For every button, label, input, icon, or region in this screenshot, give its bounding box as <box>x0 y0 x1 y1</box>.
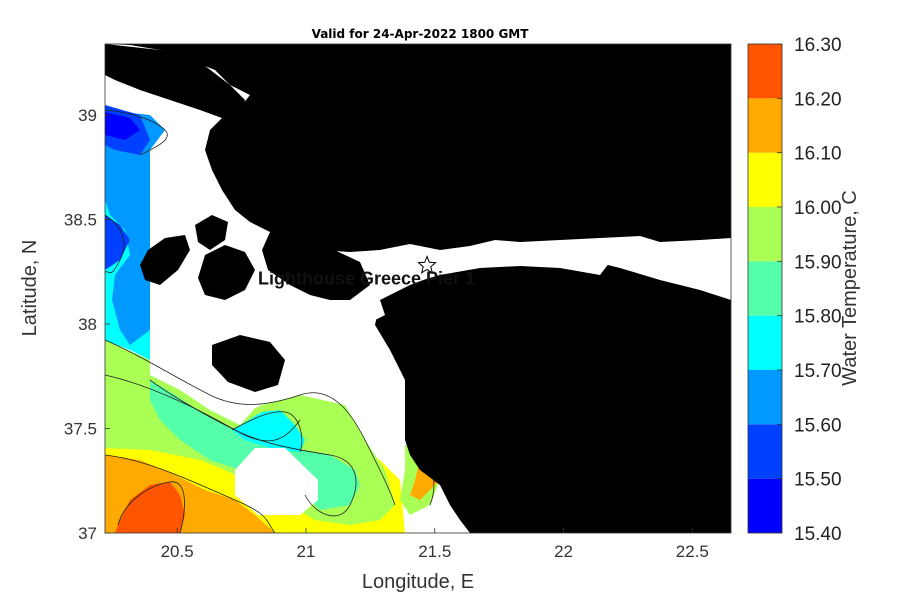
x-axis-ticks: 20.5 21 21.5 22 22.5 <box>161 528 709 561</box>
colorbar-swatch <box>748 370 782 425</box>
y-tick-label: 38 <box>78 315 97 334</box>
land-peloponnese <box>375 255 731 533</box>
colorbar-swatch <box>748 152 782 207</box>
colorbar-tick-label: 15.50 <box>794 470 842 491</box>
land-northwest-coast <box>105 44 245 118</box>
gulf-no-data <box>285 246 610 330</box>
colorbar-frame <box>747 43 783 534</box>
colorbar-tick-label: 15.80 <box>794 307 842 328</box>
contour-line <box>231 411 303 453</box>
x-tick-label: 20.5 <box>161 542 194 561</box>
contour-line <box>104 339 396 506</box>
map-plot-area: Lighthouse Greece Pier 1 <box>104 44 731 534</box>
y-tick-label: 38.5 <box>64 211 97 230</box>
colorbar-tick-label: 15.70 <box>794 361 842 382</box>
colorbar-tick-label: 16.20 <box>794 89 842 110</box>
temp-band-15.40-15.50 <box>105 112 140 140</box>
x-tick-label: 22.5 <box>676 542 709 561</box>
colorbar: 15.40 15.50 15.60 15.70 15.80 15.90 16.00 16.10… <box>747 35 842 545</box>
temp-band-16.20-16.30 <box>115 482 185 533</box>
y-axis-label: Latitude, N <box>19 240 41 337</box>
temp-band-15.50-15.60-mid <box>105 215 130 270</box>
colorbar-tick-label: 16.00 <box>794 198 842 219</box>
colorbar-swatch <box>748 478 782 533</box>
colorbar-tick-label: 16.10 <box>794 144 842 165</box>
colorbar-swatch <box>748 207 782 262</box>
land-island-ithaca <box>195 215 228 250</box>
colorbar-tick-label: 16.30 <box>794 35 842 56</box>
colorbar-tick-label: 15.40 <box>794 524 842 545</box>
land-mask <box>105 44 731 533</box>
land-mainland-north <box>105 44 731 252</box>
land-aetolia-coast <box>262 232 370 300</box>
colorbar-tick-label: 15.60 <box>794 415 842 436</box>
map-title: Valid for 24-Apr-2022 1800 GMT <box>312 27 530 41</box>
x-axis-label: Longitude, E <box>362 571 474 593</box>
colorbar-swatch <box>748 44 782 99</box>
colorbar-swatch <box>748 424 782 479</box>
land-island-zakynthos <box>212 335 285 392</box>
colorbar-tick-label: 15.90 <box>794 252 842 273</box>
colorbar-swatch <box>748 98 782 153</box>
land-island-kefalonia <box>198 245 255 300</box>
contour-line <box>104 214 125 274</box>
colorbar-label: Water Temperature, C <box>839 190 861 386</box>
contour-line <box>104 109 168 156</box>
y-axis-ticks: 37 37.5 38 38.5 39 <box>64 106 110 543</box>
y-tick-label: 37 <box>78 524 97 543</box>
land-island-lefkada <box>140 235 190 285</box>
x-tick-label: 21.5 <box>418 542 451 561</box>
station-marker-star-icon <box>417 255 437 274</box>
colorbar-swatch <box>748 315 782 370</box>
contour-line <box>104 454 276 534</box>
gulf-of-patras <box>285 290 385 330</box>
x-tick-label: 21 <box>296 542 315 561</box>
y-tick-label: 37.5 <box>64 420 97 439</box>
y-tick-label: 39 <box>78 106 97 125</box>
plot-frame <box>104 43 732 534</box>
no-data-hole-south <box>235 448 318 515</box>
contour-line <box>117 481 185 534</box>
x-tick-label: 22 <box>554 542 573 561</box>
station-label: Lighthouse Greece Pier 1 <box>258 269 475 289</box>
colorbar-swatch <box>748 261 782 316</box>
gulf-of-corinth <box>380 246 610 285</box>
